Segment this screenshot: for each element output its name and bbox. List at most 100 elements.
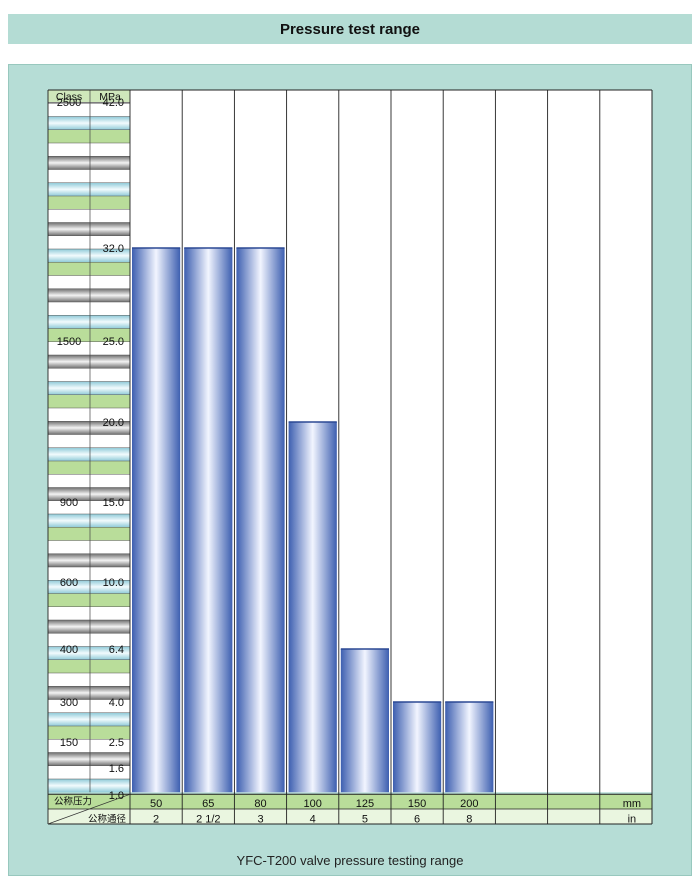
scale-band bbox=[48, 699, 130, 713]
plot-column bbox=[495, 90, 548, 793]
mm-row-bg bbox=[48, 794, 652, 809]
scale-band bbox=[48, 540, 130, 554]
tick-label-class: 300 bbox=[60, 697, 78, 709]
plot-column bbox=[547, 90, 600, 793]
scale-band bbox=[48, 341, 130, 355]
scale-header-bg bbox=[48, 90, 130, 102]
bar-80mm bbox=[236, 248, 285, 793]
tick-label-class: 1500 bbox=[57, 336, 81, 348]
tick-label-mpa: 4.0 bbox=[109, 697, 124, 709]
scale-band bbox=[48, 182, 130, 196]
scale-band bbox=[48, 765, 130, 779]
scale-band bbox=[48, 143, 130, 157]
tick-label-class: 600 bbox=[60, 577, 78, 589]
plot-column bbox=[599, 90, 652, 793]
tick-label-mpa: 42.0 bbox=[103, 97, 124, 109]
category-mm-label: 100 bbox=[304, 798, 322, 810]
scale-band bbox=[48, 235, 130, 249]
tick-label-class: 2500 bbox=[57, 97, 81, 109]
category-in-label: 4 bbox=[310, 814, 316, 826]
scale-band bbox=[48, 368, 130, 382]
scale-band bbox=[48, 487, 130, 501]
bar-65mm bbox=[184, 248, 233, 793]
scale-band bbox=[48, 129, 130, 143]
category-mm-label: 150 bbox=[408, 798, 426, 810]
category-in-label: 3 bbox=[257, 814, 263, 826]
scale-band bbox=[48, 686, 130, 700]
scale-band bbox=[48, 580, 130, 594]
unit-mm-label: mm bbox=[623, 798, 641, 810]
scale-band bbox=[48, 209, 130, 223]
category-in-label: 5 bbox=[362, 814, 368, 826]
page-title: Pressure test range bbox=[8, 14, 692, 44]
scale-band bbox=[48, 726, 130, 740]
scale-band bbox=[48, 249, 130, 263]
scale-band bbox=[48, 620, 130, 634]
scale-band bbox=[48, 169, 130, 183]
tick-label-mpa: 15.0 bbox=[103, 497, 124, 509]
scale-band bbox=[48, 474, 130, 488]
category-mm-label: 80 bbox=[254, 798, 266, 810]
tick-label-mpa: 1.0 bbox=[109, 790, 124, 802]
scale-band bbox=[48, 752, 130, 766]
category-mm-label: 50 bbox=[150, 798, 162, 810]
plot-column bbox=[391, 90, 444, 793]
tick-label-class: 900 bbox=[60, 497, 78, 509]
page-title-text: Pressure test range bbox=[279, 20, 421, 38]
tick-label-mpa: 2.5 bbox=[109, 737, 124, 749]
tick-label-mpa: 6.4 bbox=[109, 644, 124, 656]
scale-band bbox=[48, 315, 130, 329]
scale-band bbox=[48, 408, 130, 422]
scale-band bbox=[48, 262, 130, 276]
tick-label-mpa: 32.0 bbox=[103, 243, 124, 255]
scale-band bbox=[48, 646, 130, 660]
category-mm-label: 200 bbox=[460, 798, 478, 810]
bar-100mm bbox=[288, 422, 337, 793]
scale-band bbox=[48, 302, 130, 316]
bar-125mm bbox=[340, 649, 389, 793]
category-in-label: 6 bbox=[414, 814, 420, 826]
row-label-nominal-pressure: 公称压力 bbox=[54, 795, 92, 807]
bar-150mm bbox=[393, 702, 442, 793]
tick-label-class: 400 bbox=[60, 644, 78, 656]
scale-header-mpa: MPa bbox=[99, 91, 121, 103]
scale-band bbox=[48, 103, 130, 117]
scale-band bbox=[48, 196, 130, 210]
scale-band bbox=[48, 633, 130, 647]
row-label-nominal-diameter: 公称通径 bbox=[88, 813, 127, 825]
scale-band bbox=[48, 514, 130, 528]
category-mm-label: 65 bbox=[202, 798, 214, 810]
scale-band bbox=[48, 275, 130, 289]
scale-band bbox=[48, 421, 130, 435]
scale-band bbox=[48, 500, 130, 514]
scale-band bbox=[48, 673, 130, 687]
scale-band bbox=[48, 779, 130, 793]
bar-200mm bbox=[445, 702, 494, 793]
scale-band bbox=[48, 434, 130, 448]
scale-band bbox=[48, 593, 130, 607]
tick-label-mpa: 1.6 bbox=[109, 763, 124, 775]
scale-band bbox=[48, 381, 130, 395]
scale-band bbox=[48, 659, 130, 673]
category-mm-label: 125 bbox=[356, 798, 374, 810]
unit-in-label: in bbox=[628, 814, 637, 826]
category-in-label: 2 bbox=[153, 814, 159, 826]
tick-label-class: 150 bbox=[60, 737, 78, 749]
scale-band bbox=[48, 712, 130, 726]
scale-band bbox=[48, 447, 130, 461]
tick-label-mpa: 25.0 bbox=[103, 336, 124, 348]
scale-band bbox=[48, 355, 130, 369]
scale-band bbox=[48, 606, 130, 620]
bar-50mm bbox=[132, 248, 181, 793]
scale-header-class: Class bbox=[56, 91, 82, 103]
scale-band bbox=[48, 156, 130, 170]
scale-band bbox=[48, 288, 130, 302]
scale-band bbox=[48, 553, 130, 567]
scale-band bbox=[48, 328, 130, 342]
scale-band bbox=[48, 394, 130, 408]
tick-label-mpa: 20.0 bbox=[103, 417, 124, 429]
header-diagonal bbox=[47, 793, 131, 825]
scale-band bbox=[48, 567, 130, 581]
category-in-label: 2 1/2 bbox=[196, 814, 220, 826]
